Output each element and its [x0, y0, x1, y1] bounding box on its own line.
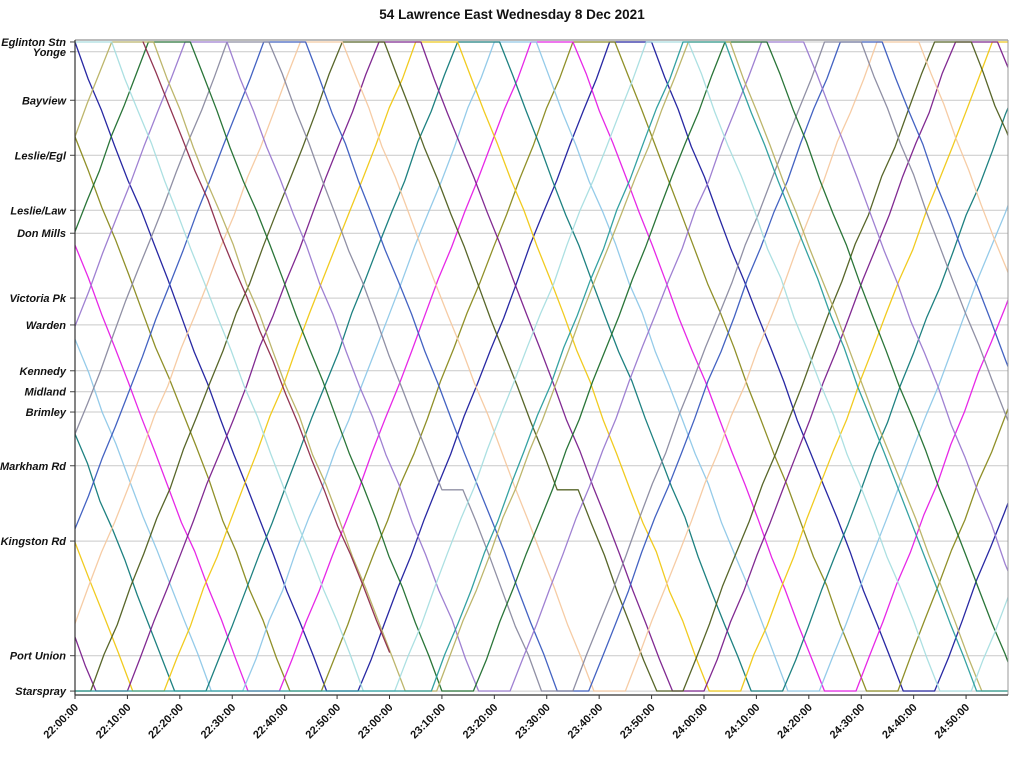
x-tick-label: 24:50:00 [933, 702, 973, 742]
station-label: Yonge [33, 47, 66, 59]
vehicle-trace [75, 41, 1008, 692]
x-tick-label: 23:00:00 [356, 702, 396, 742]
vehicle-trace [75, 41, 1008, 692]
vehicle-trace [75, 41, 1008, 692]
x-tick-label: 22:20:00 [146, 702, 186, 742]
x-tick-label: 24:10:00 [723, 702, 763, 742]
station-label: Bayview [22, 95, 67, 107]
vehicle-trace [142, 41, 391, 653]
station-label: Midland [24, 387, 66, 399]
station-label: Port Union [10, 651, 66, 663]
station-label: Markham Rd [0, 461, 66, 473]
x-tick-label: 22:30:00 [199, 702, 239, 742]
station-label: Warden [26, 320, 66, 332]
x-tick-label: 24:20:00 [775, 702, 815, 742]
x-tick-label: 22:10:00 [94, 702, 134, 742]
trace-layer [75, 41, 1008, 692]
vehicle-trace [75, 41, 1008, 692]
vehicle-trace [75, 41, 1008, 692]
x-tick-label: 23:50:00 [618, 702, 658, 742]
vehicle-trace [75, 41, 1008, 692]
x-tick-label: 24:30:00 [828, 702, 868, 742]
x-tick-label: 22:40:00 [251, 702, 291, 742]
x-tick-label: 22:00:00 [41, 702, 81, 742]
chart-title: 54 Lawrence East Wednesday 8 Dec 2021 [379, 7, 645, 22]
x-tick-label: 23:20:00 [461, 702, 501, 742]
station-label: Victoria Pk [10, 293, 67, 305]
station-label: Leslie/Law [10, 205, 67, 217]
station-label: Leslie/Egl [15, 150, 67, 162]
vehicle-trace [75, 41, 1008, 692]
vehicle-trace [75, 41, 1008, 692]
station-label: Kingston Rd [1, 536, 67, 548]
x-tick-label: 23:10:00 [408, 702, 448, 742]
x-tick-label: 23:30:00 [513, 702, 553, 742]
vehicle-trace [75, 41, 1008, 692]
station-label: Brimley [26, 407, 67, 419]
station-label: Starspray [15, 686, 67, 698]
x-tick-label: 24:40:00 [880, 702, 920, 742]
x-tick-label: 24:00:00 [670, 702, 710, 742]
station-label: Eglinton Stn [1, 37, 66, 49]
vehicle-trace [75, 41, 1008, 692]
x-tick-label: 22:50:00 [304, 702, 344, 742]
station-label: Don Mills [17, 228, 66, 240]
vehicle-trace [75, 41, 1008, 692]
x-tick-label: 23:40:00 [566, 702, 606, 742]
vehicle-trace [75, 41, 1008, 692]
vehicle-trace [75, 41, 1008, 692]
station-label: Kennedy [20, 366, 67, 378]
